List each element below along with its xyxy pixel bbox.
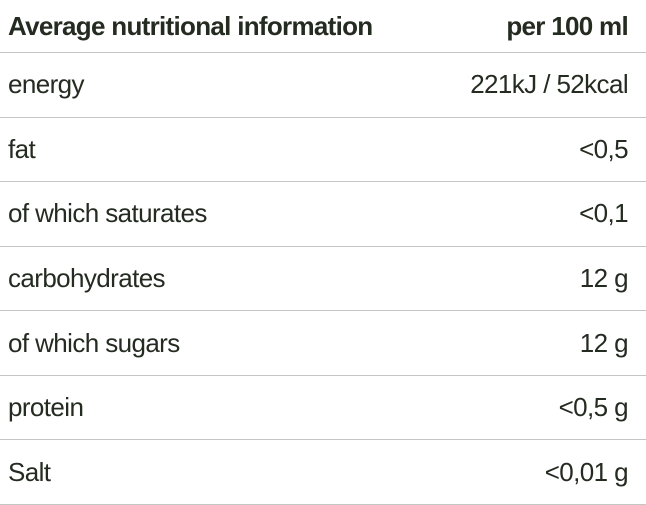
row-value: <0,5 g [558,392,629,423]
table-header-title: Average nutritional information [8,10,373,41]
table-row: energy 221kJ / 52kcal [0,53,646,118]
table-header-row: Average nutritional information per 100 … [0,0,646,53]
row-value: 221kJ / 52kcal [470,69,628,100]
row-value: 12 g [579,263,629,294]
row-label: carbohydrates [8,263,166,294]
table-row: fat <0,5 [0,118,646,183]
row-label: of which sugars [8,327,180,358]
table-row: of which saturates <0,1 [0,182,646,247]
row-label: fat [8,133,36,164]
row-value: <0,5 [579,133,629,164]
table-row: carbohydrates 12 g [0,247,646,312]
row-label: Salt [8,456,51,487]
table-header-unit: per 100 ml [506,10,628,41]
row-label: protein [8,392,84,423]
row-value: <0,1 [579,198,629,229]
row-value: <0,01 g [544,456,629,487]
table-row: of which sugars 12 g [0,311,646,376]
row-label: energy [8,69,85,100]
table-row: protein <0,5 g [0,376,646,441]
table-row: Salt <0,01 g [0,440,646,505]
row-value: 12 g [579,327,629,358]
row-label: of which saturates [8,198,207,229]
